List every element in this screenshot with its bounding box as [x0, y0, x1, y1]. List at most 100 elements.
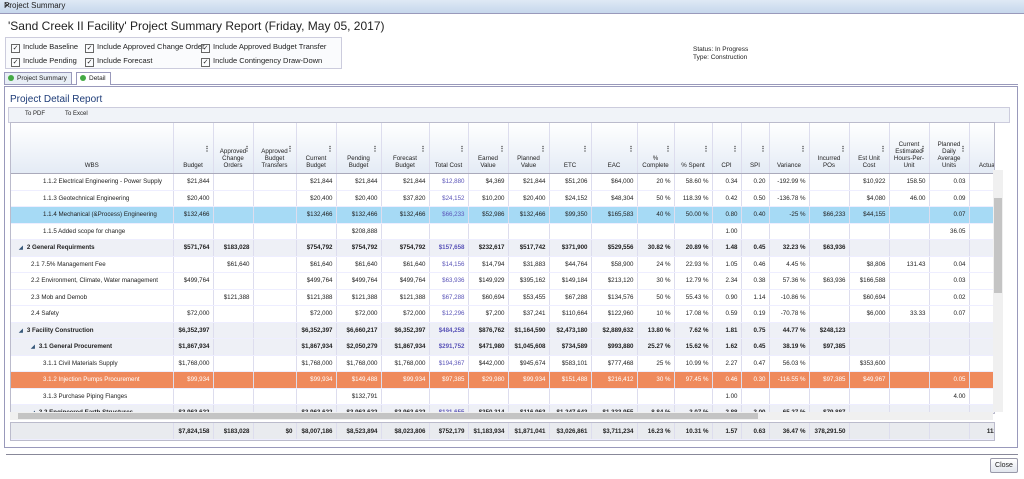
column-header[interactable]: Pending Budget ⋮	[336, 123, 382, 174]
menu-icon[interactable]: ⋮	[243, 146, 251, 153]
cell	[929, 404, 970, 413]
menu-icon[interactable]: ⋮	[839, 146, 847, 153]
menu-icon[interactable]: ⋮	[959, 146, 967, 153]
data-row[interactable]: ◢ 3.2 Engineered Earth Structures $3,963,6…	[11, 404, 994, 413]
horizontal-scrollbar[interactable]	[10, 412, 993, 420]
data-row[interactable]: 1.1.5 Added scope for change $208,888 1.00…	[11, 223, 994, 240]
column-header[interactable]: Earned Value ⋮	[468, 123, 509, 174]
menu-icon[interactable]: ⋮	[286, 146, 294, 153]
checkbox[interactable]: ✓	[11, 44, 20, 53]
option[interactable]: ✓ Include Approved Change Order	[85, 42, 205, 53]
checkbox[interactable]: ✓	[201, 58, 210, 67]
checkbox[interactable]: ✓	[11, 58, 20, 67]
column-header[interactable]: Planned Value ⋮	[508, 123, 550, 174]
cell-text: 0.03	[953, 178, 966, 186]
column-header[interactable]: Incurred POs ⋮	[809, 123, 850, 174]
checkbox[interactable]: ✓	[201, 44, 210, 53]
cell-text: $208,888	[351, 227, 378, 235]
expander[interactable]: ◢	[31, 344, 35, 351]
close-button[interactable]: Close	[990, 458, 1018, 473]
close-icon[interactable]: ✕	[4, 1, 11, 10]
menu-icon[interactable]: ⋮	[581, 146, 589, 153]
column-header[interactable]: CPI ⋮	[712, 123, 742, 174]
menu-icon[interactable]: ⋮	[799, 146, 807, 153]
checkbox[interactable]: ✓	[85, 58, 94, 67]
column-header[interactable]: Est Unit Cost ⋮	[849, 123, 890, 174]
cell-text: 46.00	[910, 194, 926, 202]
data-row[interactable]: 2.3 Mob and Demob $121,388 $121,388 $121,38…	[11, 289, 994, 306]
menu-icon[interactable]: ⋮	[458, 146, 466, 153]
column-header[interactable]: Forecast Budget ⋮	[381, 123, 430, 174]
column-header[interactable]: Variance ⋮	[769, 123, 810, 174]
cell-text: $3,963,622	[302, 409, 333, 413]
data-row[interactable]: 2.1 7.5% Management Fee $61,640 $61,640 $61…	[11, 256, 994, 273]
option[interactable]: ✓ Include Forecast	[85, 56, 152, 67]
option[interactable]: ✓ Include Pending	[11, 56, 77, 67]
vertical-scrollbar[interactable]	[993, 170, 1003, 412]
column-header[interactable]: Actuals⋮	[969, 123, 994, 174]
column-header[interactable]: Approved Change Orders ⋮	[213, 123, 254, 174]
menu-icon[interactable]: ⋮	[539, 146, 547, 153]
cell-text: 0.30	[753, 376, 766, 384]
column-header[interactable]: SPI ⋮	[741, 123, 770, 174]
cell-text: $2,050,279	[346, 343, 378, 351]
column-header[interactable]: Planned Daily Average Units ⋮	[929, 123, 970, 174]
menu-icon[interactable]: ⋮	[203, 146, 211, 153]
column-header[interactable]: WBS	[11, 123, 174, 174]
toolbar-button[interactable]: To Excel	[65, 111, 88, 117]
data-row[interactable]: 3.1.1 Civil Materials Supply $1,768,000 $1…	[11, 355, 994, 372]
cell-text: 1.81	[725, 326, 738, 334]
data-row[interactable]: 2.4 Safety $72,000 $72,000 $72,000 $72,000 $1…	[11, 305, 994, 323]
menu-icon[interactable]: ⋮	[664, 146, 672, 153]
menu-icon[interactable]: ⋮	[759, 146, 767, 153]
menu-icon[interactable]: ⋮	[702, 146, 710, 153]
cell: $24,152	[429, 190, 469, 207]
menu-icon[interactable]: ⋮	[419, 146, 427, 153]
tab[interactable]: Detail	[76, 72, 111, 85]
data-row[interactable]: ◢ 2 General Requirments $571,764 $183,028 $7…	[11, 239, 994, 257]
column-header[interactable]: EAC ⋮	[591, 123, 638, 174]
data-row[interactable]: 1.1.4 Mechanical (&Process) Engineering $…	[11, 206, 994, 224]
tab[interactable]: Project Summary	[4, 72, 72, 84]
data-row[interactable]: 1.1.3 Geotechnical Engineering $20,400 $20…	[11, 190, 994, 207]
column-header[interactable]: Approved Budget Transfers ⋮	[253, 123, 297, 174]
expander[interactable]: ◢	[19, 327, 23, 334]
data-row[interactable]: ◢ 3.1 General Procurement $1,867,934 $1,867…	[11, 338, 994, 356]
cell	[674, 388, 713, 405]
checkbox[interactable]: ✓	[85, 44, 94, 53]
data-row[interactable]: 3.1.3 Purchase Piping Flanges $132,791 1.0…	[11, 388, 994, 405]
menu-icon[interactable]: ⋮	[879, 146, 887, 153]
column-header[interactable]: Current Budget ⋮	[296, 123, 337, 174]
column-header[interactable]: ETC ⋮	[549, 123, 592, 174]
column-header[interactable]: % Complete ⋮	[637, 123, 675, 174]
cell-text: $945,674	[519, 359, 546, 367]
cell-text: $63,936	[823, 244, 846, 252]
cell-text: $248,123	[819, 326, 846, 334]
column-header[interactable]: Total Cost ⋮	[429, 123, 469, 174]
menu-icon[interactable]: ⋮	[919, 146, 927, 153]
cell: $571,764	[173, 239, 214, 257]
column-header[interactable]: % Spent ⋮	[674, 123, 713, 174]
column-header[interactable]: Current Estimated Hours-Per-Unit ⋮	[889, 123, 930, 174]
expander[interactable]: ◢	[19, 245, 23, 252]
menu-icon[interactable]: ⋮	[731, 146, 739, 153]
option[interactable]: ✓ Include Approved Budget Transfer	[201, 42, 326, 53]
menu-icon[interactable]: ⋮	[627, 146, 635, 153]
cell-text: $10,922	[863, 178, 886, 186]
menu-icon[interactable]: ⋮	[371, 146, 379, 153]
toolbar-button[interactable]: To PDF	[25, 111, 46, 117]
cell: $149,488	[336, 371, 382, 389]
cell: 1.1.5 Added scope for change	[11, 223, 174, 240]
expander[interactable]: ◢	[31, 410, 35, 413]
option[interactable]: ✓ Include Contingency Draw-Down	[201, 56, 322, 67]
menu-icon[interactable]: ⋮	[498, 146, 506, 153]
cell: 131.43	[889, 256, 930, 273]
data-row[interactable]: 1.1.2 Electrical Engineering - Power Sup…	[11, 173, 994, 191]
column-header[interactable]: Budget ⋮	[173, 123, 214, 174]
option[interactable]: ✓ Include Baseline	[11, 42, 78, 53]
data-row[interactable]: 3.1.2 Injection Pumps Procurement $99,934…	[11, 371, 994, 389]
data-row[interactable]: ◢ 3 Facility Construction $6,352,397 $6,352…	[11, 322, 994, 339]
menu-icon[interactable]: ⋮	[326, 146, 334, 153]
data-row[interactable]: 2.2 Environment, Climate, Water manageme…	[11, 272, 994, 290]
cell-text: $20,400	[187, 194, 210, 202]
